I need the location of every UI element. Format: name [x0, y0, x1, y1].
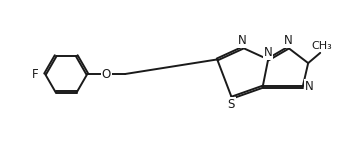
Text: N: N	[238, 34, 247, 47]
Text: CH₃: CH₃	[311, 41, 332, 52]
Text: F: F	[32, 67, 39, 81]
Text: N: N	[305, 80, 313, 93]
Text: O: O	[102, 67, 111, 81]
Text: S: S	[227, 98, 235, 111]
Text: N: N	[264, 46, 272, 59]
Text: N: N	[284, 34, 292, 47]
